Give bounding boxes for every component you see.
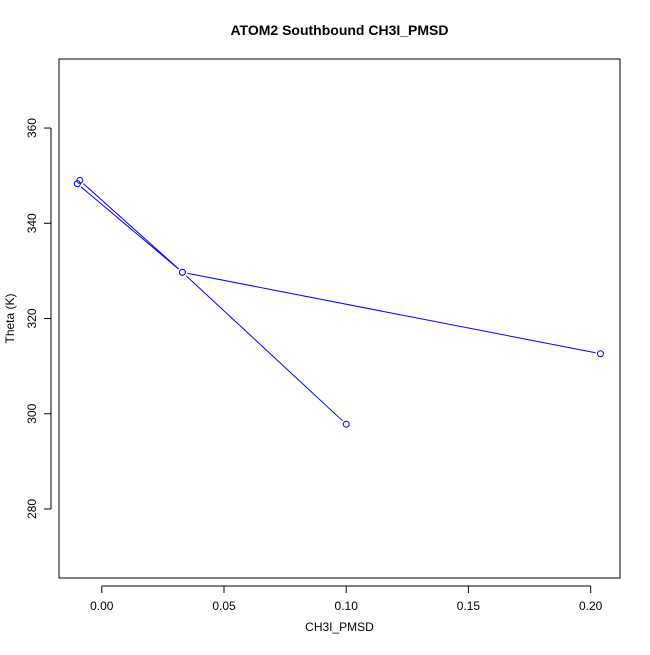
x-tick-label: 0.15 <box>457 599 481 613</box>
y-tick-label: 320 <box>25 308 39 328</box>
data-point <box>342 420 350 428</box>
series-line-segment <box>187 272 596 354</box>
y-tick-label: 300 <box>25 403 39 423</box>
data-point <box>596 350 604 358</box>
data-point <box>178 268 186 276</box>
y-axis: 280 300 320 340 360 <box>25 118 52 519</box>
data-point <box>73 180 81 188</box>
series-line-segment <box>80 186 179 270</box>
series-layer <box>73 176 604 428</box>
y-axis-label: Theta (K) <box>3 293 17 343</box>
x-axis: 0.00 0.05 0.10 0.15 0.20 <box>90 585 603 613</box>
x-axis-label: CH3I_PMSD <box>305 620 374 634</box>
y-tick-label: 360 <box>25 118 39 138</box>
y-tick-label: 280 <box>25 499 39 519</box>
x-tick-label: 0.00 <box>90 599 114 613</box>
x-tick-label: 0.10 <box>335 599 359 613</box>
chart-title: ATOM2 Southbound CH3I_PMSD <box>230 22 448 38</box>
x-tick-label: 0.05 <box>212 599 236 613</box>
series-line-segment <box>185 275 343 422</box>
x-tick-label: 0.20 <box>579 599 603 613</box>
series-line-segment <box>83 183 180 270</box>
y-tick-label: 340 <box>25 213 39 233</box>
plot-frame <box>58 58 621 579</box>
